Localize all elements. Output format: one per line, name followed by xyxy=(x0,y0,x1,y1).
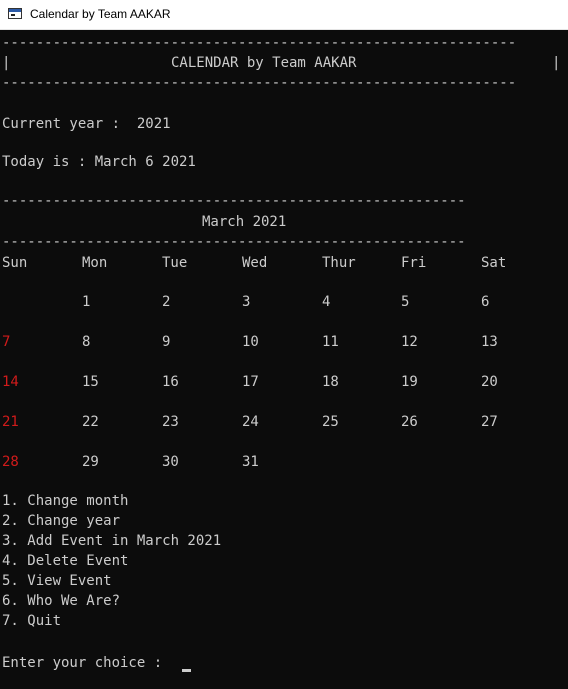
banner-right-bar: | xyxy=(552,55,561,71)
day-cell: 1 xyxy=(82,294,91,310)
calendar-mid-separator: ----------------------------------------… xyxy=(2,234,466,250)
console-app-icon xyxy=(8,8,22,19)
day-cell: 12 xyxy=(401,334,418,350)
weekday-mon: Mon xyxy=(82,255,108,271)
text-cursor[interactable] xyxy=(182,669,191,672)
day-cell: 22 xyxy=(82,414,99,430)
day-cell: 27 xyxy=(481,414,498,430)
weekday-fri: Fri xyxy=(401,255,427,271)
day-cell: 8 xyxy=(82,334,91,350)
day-cell: 17 xyxy=(242,374,259,390)
day-cell: 5 xyxy=(401,294,410,310)
current-year-line: Current year : 2021 xyxy=(2,116,171,132)
weekday-tue: Tue xyxy=(162,255,188,271)
weekday-sat: Sat xyxy=(481,255,507,271)
weekday-wed: Wed xyxy=(242,255,268,271)
choice-prompt: Enter your choice : xyxy=(2,655,171,671)
day-cell: 11 xyxy=(322,334,339,350)
console-output[interactable]: ----------------------------------------… xyxy=(0,30,568,689)
day-cell: 26 xyxy=(401,414,418,430)
day-cell: 10 xyxy=(242,334,259,350)
month-title: March 2021 xyxy=(202,214,287,230)
day-cell: 16 xyxy=(162,374,179,390)
day-cell: 23 xyxy=(162,414,179,430)
today-line: Today is : March 6 2021 xyxy=(2,154,196,170)
day-cell-sunday: 14 xyxy=(2,374,19,390)
weekday-sun: Sun xyxy=(2,255,28,271)
day-cell: 18 xyxy=(322,374,339,390)
banner-bottom-separator: ----------------------------------------… xyxy=(2,75,517,91)
banner-left-bar: | xyxy=(2,55,11,71)
calendar-top-separator: ----------------------------------------… xyxy=(2,193,466,209)
day-cell: 20 xyxy=(481,374,498,390)
day-cell: 19 xyxy=(401,374,418,390)
day-cell: 6 xyxy=(481,294,490,310)
day-cell-sunday: 21 xyxy=(2,414,19,430)
banner-top-separator: ----------------------------------------… xyxy=(2,35,517,51)
menu-item-delete-event: 4. Delete Event xyxy=(2,553,129,569)
day-cell: 9 xyxy=(162,334,171,350)
day-cell: 2 xyxy=(162,294,171,310)
day-cell: 3 xyxy=(242,294,251,310)
menu-item-change-month: 1. Change month xyxy=(2,493,129,509)
day-cell-sunday: 28 xyxy=(2,454,19,470)
title-bar[interactable]: Calendar by Team AAKAR xyxy=(0,0,568,30)
menu-item-change-year: 2. Change year xyxy=(2,513,121,529)
window-title: Calendar by Team AAKAR xyxy=(30,7,171,21)
weekday-thur: Thur xyxy=(322,255,356,271)
menu-item-quit: 7. Quit xyxy=(2,613,62,629)
banner-title: CALENDAR by Team AAKAR xyxy=(171,55,357,71)
day-cell: 15 xyxy=(82,374,99,390)
day-cell: 30 xyxy=(162,454,179,470)
day-cell: 31 xyxy=(242,454,259,470)
day-cell: 25 xyxy=(322,414,339,430)
menu-item-add-event: 3. Add Event in March 2021 xyxy=(2,533,222,549)
menu-item-view-event: 5. View Event xyxy=(2,573,112,589)
day-cell: 29 xyxy=(82,454,99,470)
day-cell-sunday: 7 xyxy=(2,334,11,350)
menu-item-who-we-are: 6. Who We Are? xyxy=(2,593,121,609)
day-cell: 24 xyxy=(242,414,259,430)
day-cell: 13 xyxy=(481,334,498,350)
day-cell: 4 xyxy=(322,294,331,310)
